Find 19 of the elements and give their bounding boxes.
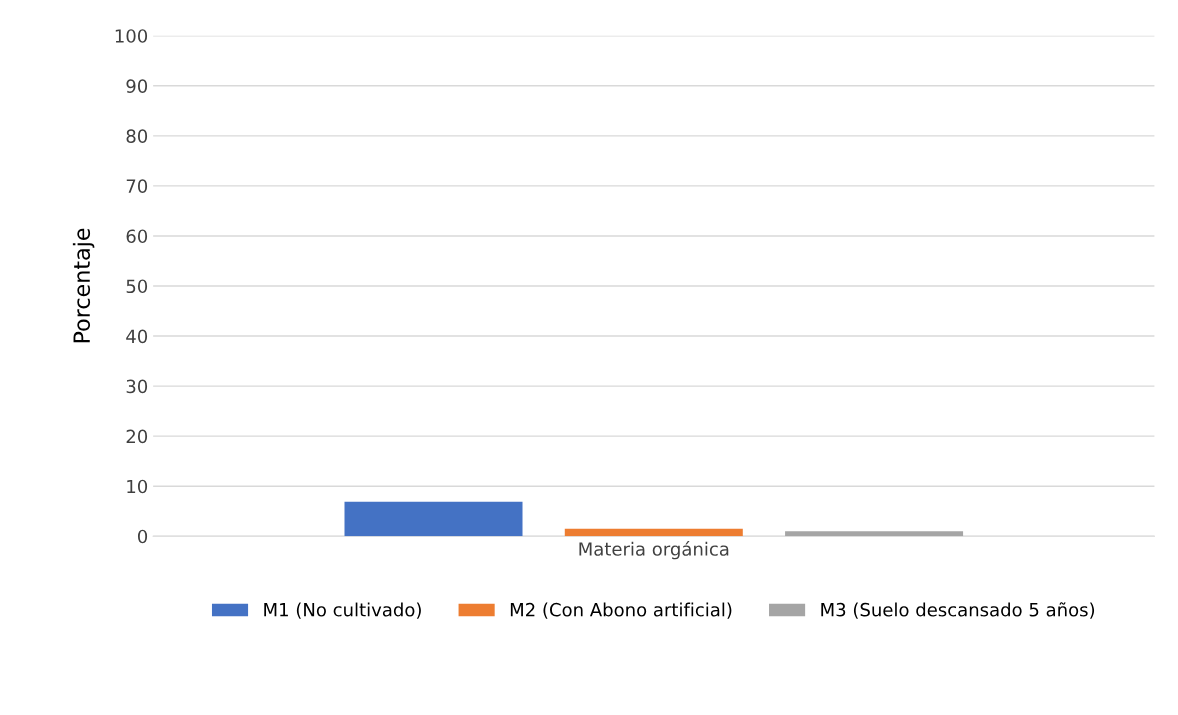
y-tick-label: 40 <box>126 329 148 344</box>
y-tick-label: 10 <box>127 479 148 494</box>
bar <box>344 501 523 537</box>
y-tick-label: 50 <box>126 279 148 294</box>
y-tick-label: 100 <box>115 29 148 43</box>
y-tick-label: 30 <box>126 379 148 394</box>
y-tick-label: 90 <box>126 79 148 93</box>
y-axis-title: Porcentaje <box>72 228 95 343</box>
y-tick-label: 80 <box>126 129 148 143</box>
bar <box>785 531 964 537</box>
bar <box>564 528 743 537</box>
legend-label: M1 (No cultivado) <box>264 602 421 619</box>
legend-label: M3 (Suelo descansado 5 años) <box>821 602 1095 619</box>
y-tick-label: 60 <box>126 229 148 244</box>
legend-label: M2 (Con Abono artificial) <box>510 602 732 619</box>
y-tick-label: 0 <box>137 529 148 544</box>
x-tick-label: Materia orgánica <box>579 541 729 560</box>
y-tick-label: 70 <box>126 179 148 194</box>
y-tick-label: 20 <box>126 429 148 444</box>
